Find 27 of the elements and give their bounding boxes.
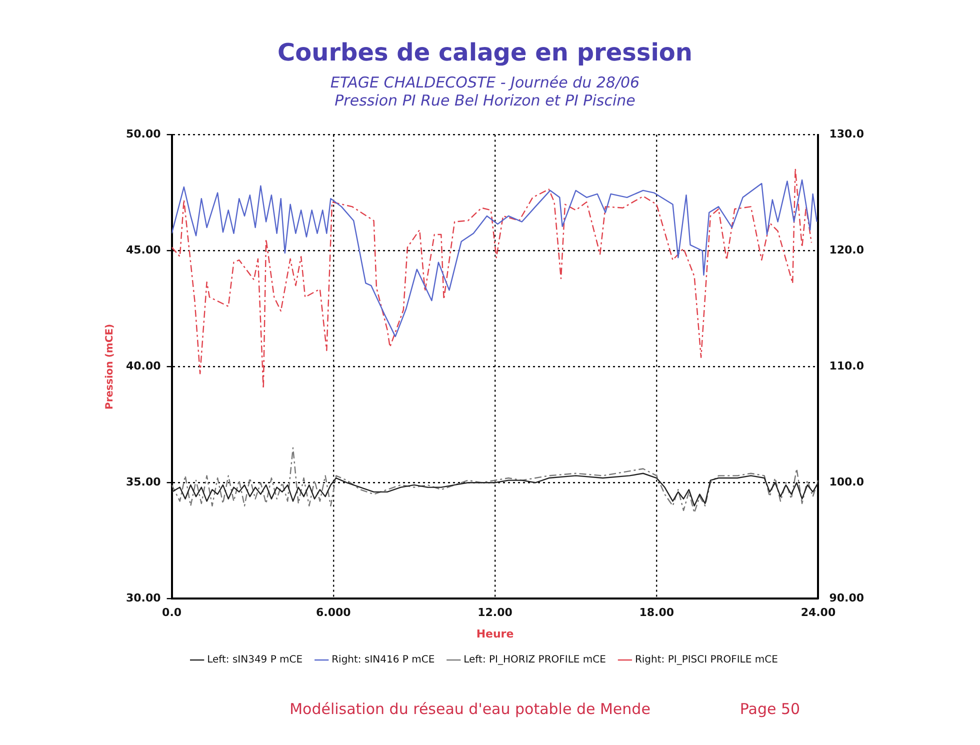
x-axis-title: Heure [476,627,514,640]
y-tick-label: 30.00 [126,591,162,604]
x-tick-label: 18.00 [639,606,674,620]
text: Page 50 [740,700,800,718]
y2-tick-label: 90.00 [829,591,864,604]
y-tick-label: 45.00 [126,244,162,257]
line-series [172,168,812,390]
x-tick-label: 24.00 [800,606,836,620]
y-tick-label: 40.00 [126,360,162,373]
legend-label: Right: sIN416 P mCE [332,654,435,666]
y2-tick-label: 110.0 [829,360,864,373]
line-series [172,447,818,514]
x-tick-label: 0.0 [162,606,182,620]
chart-subtitle: ETAGE CHALDECOSTE - Journée du 28/06 Pression PI Rue Bel Horizon et PI Piscine [330,74,640,110]
x-tick-label: 6.000 [316,606,352,620]
chart-title: Courbes de calage en pression [278,38,692,67]
legend-label: Left: PI_HORIZ PROFILE mCE [464,654,606,666]
y2-tick-label: 120.0 [829,244,864,257]
text: Modélisation du réseau d'eau potable de Mende [290,700,650,718]
y2-tick-label: 130.0 [829,128,864,141]
x-tick-label: 12.00 [478,606,513,620]
y-tick-label: 35.00 [126,476,162,489]
y-axis-title: Pression (mCE) [104,324,116,410]
y2-tick-label: 100.0 [829,476,864,489]
y-tick-label: 50.00 [126,128,162,141]
legend-label: Right: PI_PISCI PROFILE mCE [634,654,778,666]
legend-label: Left: sIN349 P mCE [207,654,303,666]
